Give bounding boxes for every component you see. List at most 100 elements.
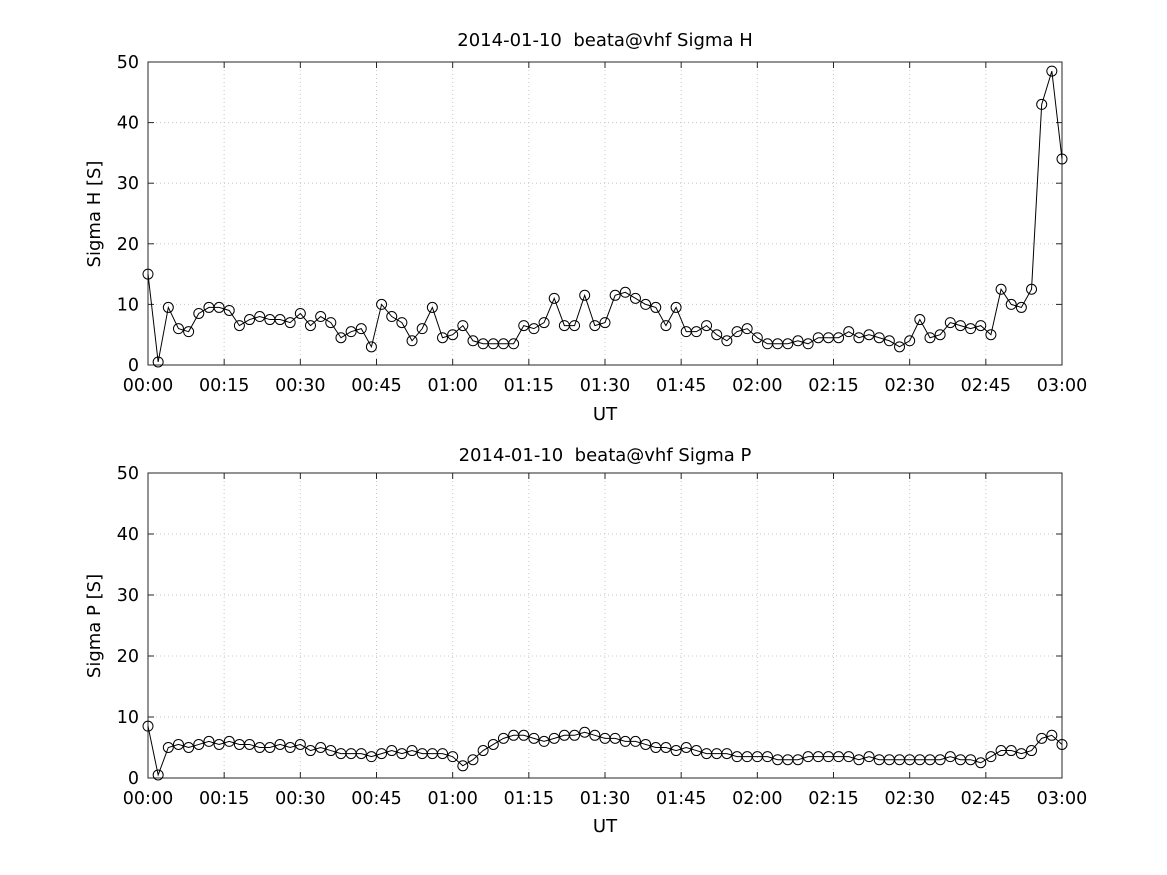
x-tick-label: 01:45 xyxy=(656,789,706,809)
data-point xyxy=(1046,65,1058,77)
data-point xyxy=(457,320,469,332)
data-point xyxy=(975,757,987,769)
data-point xyxy=(934,329,946,341)
data-point xyxy=(670,301,682,313)
data-point xyxy=(193,738,205,750)
data-point xyxy=(345,326,357,338)
data-point xyxy=(172,738,184,750)
data-point xyxy=(406,335,418,347)
x-tick-label: 00:30 xyxy=(275,376,325,396)
data-point xyxy=(315,311,327,323)
data-point xyxy=(355,323,367,335)
data-line xyxy=(147,70,1063,363)
data-point xyxy=(1056,153,1068,165)
y-tick-label: 30 xyxy=(117,174,139,194)
data-point xyxy=(569,729,581,741)
data-point xyxy=(579,289,591,301)
data-point xyxy=(315,742,327,753)
data-point xyxy=(650,301,662,313)
data-point xyxy=(1026,745,1038,757)
data-point xyxy=(761,751,773,763)
data-point xyxy=(721,748,733,760)
x-tick-label: 02:45 xyxy=(961,789,1011,809)
data-point xyxy=(660,320,672,332)
data-point xyxy=(183,742,195,753)
data-point xyxy=(376,748,388,760)
data-point xyxy=(162,742,174,753)
plot-area: 00:00 00:15 00:30 00:45 01:00 01:15 01:30 01:45… xyxy=(117,464,1088,809)
data-point xyxy=(152,769,164,781)
x-tick-label: 01:45 xyxy=(656,376,706,396)
data-point xyxy=(924,332,936,344)
data-point xyxy=(254,311,266,323)
data-point xyxy=(670,745,682,757)
data-point xyxy=(335,332,347,344)
data-point xyxy=(396,317,408,329)
data-point xyxy=(1026,283,1038,295)
x-tick-label: 00:15 xyxy=(199,789,249,809)
data-point xyxy=(467,335,479,347)
data-point xyxy=(660,742,672,753)
data-point xyxy=(883,335,895,347)
x-tick-label: 00:15 xyxy=(199,376,249,396)
y-tick-label: 20 xyxy=(117,647,139,667)
data-point xyxy=(386,745,398,757)
chart-title: 2014-01-10 beata@vhf Sigma H xyxy=(457,30,752,51)
x-tick-label: 02:15 xyxy=(808,376,858,396)
data-point xyxy=(467,754,479,766)
data-point xyxy=(325,317,337,329)
data-point xyxy=(304,320,316,332)
x-tick-label: 00:45 xyxy=(351,789,401,809)
data-point xyxy=(203,735,215,747)
data-point xyxy=(528,323,540,335)
y-tick-label: 20 xyxy=(117,235,139,255)
data-point xyxy=(975,320,987,332)
y-tick-label: 30 xyxy=(117,586,139,606)
data-point xyxy=(304,745,316,757)
x-axis-label: UT xyxy=(593,816,618,837)
data-point xyxy=(904,335,916,347)
data-point xyxy=(894,341,906,353)
data-point xyxy=(365,751,377,763)
data-point xyxy=(325,745,337,757)
y-tick-label: 50 xyxy=(117,464,139,484)
data-point xyxy=(142,720,154,732)
data-point xyxy=(1005,298,1017,310)
x-tick-label: 01:30 xyxy=(580,789,630,809)
data-point xyxy=(294,738,306,750)
data-point xyxy=(518,729,530,741)
y-tick-label: 40 xyxy=(117,114,139,134)
x-axis-label: UT xyxy=(593,404,618,425)
y-tick-label: 40 xyxy=(117,525,139,545)
y-tick-label: 10 xyxy=(117,295,139,315)
data-point xyxy=(640,298,652,310)
data-point xyxy=(365,341,377,353)
data-point xyxy=(782,338,794,350)
data-point xyxy=(914,314,926,326)
data-point xyxy=(944,751,956,763)
data-point xyxy=(497,732,509,744)
data-point xyxy=(294,307,306,319)
x-tick-label: 00:30 xyxy=(275,789,325,809)
data-point xyxy=(426,301,438,313)
data-point xyxy=(477,745,489,757)
data-point xyxy=(376,298,388,310)
data-line xyxy=(147,726,1063,777)
data-point xyxy=(690,326,702,338)
data-point xyxy=(792,335,804,347)
data-point xyxy=(965,754,977,766)
y-tick-label: 10 xyxy=(117,708,139,728)
data-point xyxy=(447,329,459,341)
x-tick-label: 02:00 xyxy=(732,789,782,809)
x-tick-label: 01:15 xyxy=(504,789,554,809)
data-point xyxy=(741,323,753,335)
sigma-p-chart: 2014-01-10 beata@vhf Sigma P Sigma P [S]… xyxy=(84,445,1088,837)
x-tick-label: 00:00 xyxy=(123,789,173,809)
data-point xyxy=(437,748,449,760)
x-tick-label: 02:45 xyxy=(961,376,1011,396)
y-axis-label: Sigma H [S] xyxy=(84,161,105,268)
data-point xyxy=(274,738,286,750)
data-point xyxy=(284,742,296,753)
x-tick-label: 02:00 xyxy=(732,376,782,396)
data-point xyxy=(589,729,601,741)
